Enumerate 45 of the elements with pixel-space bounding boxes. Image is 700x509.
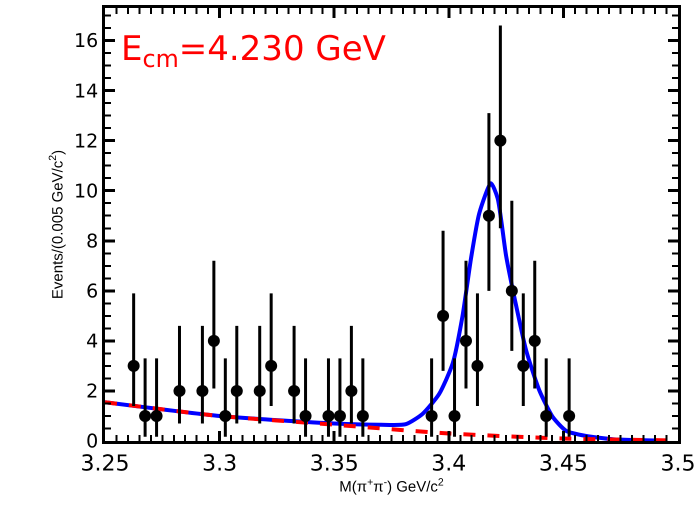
point (208, 334, 220, 347)
x-tick-label: 3.3 (202, 451, 238, 476)
point (219, 410, 232, 422)
point (128, 360, 140, 372)
point (563, 410, 576, 422)
y-tick-label: 6 (86, 280, 98, 302)
y-tick-label: 12 (74, 130, 98, 152)
y-tick-label: 16 (74, 30, 98, 52)
point (540, 410, 552, 422)
point (448, 410, 461, 422)
point (173, 384, 186, 397)
x-tick-label: 3.45 (538, 451, 588, 476)
annotation: E$_{cm}$=4.230 GeV (121, 29, 386, 74)
point (230, 384, 243, 397)
point (356, 410, 369, 422)
point (482, 210, 495, 222)
x-tick-label: 3.25 (80, 451, 130, 476)
y-tick-label: 4 (86, 330, 98, 353)
point (471, 360, 484, 372)
point (322, 410, 334, 422)
point (254, 384, 266, 397)
point (517, 360, 530, 372)
point (460, 334, 472, 347)
point (506, 284, 518, 297)
x-axis-title: M(π$^{+}$π$^{-}$) GeV/c$^{2}$ (339, 476, 444, 496)
point (265, 360, 278, 372)
point (426, 410, 438, 422)
y-tick-label: 8 (86, 230, 98, 252)
point (300, 410, 312, 422)
y-tick-label: 0 (86, 430, 98, 453)
x-tick-label: 3.4 (431, 451, 466, 476)
point (288, 384, 300, 397)
point (150, 410, 163, 422)
x-tick-label: 3.35 (310, 451, 359, 476)
point (437, 310, 450, 322)
y-tick-label: 10 (74, 180, 98, 202)
point (139, 410, 152, 422)
point (528, 334, 541, 347)
x-tick-label: 3.5 (660, 451, 696, 476)
point (334, 410, 346, 422)
point (345, 384, 358, 397)
point (196, 384, 208, 397)
y-tick-label: 2 (86, 380, 98, 403)
y-tick-label: 14 (74, 80, 98, 102)
point (494, 134, 506, 147)
